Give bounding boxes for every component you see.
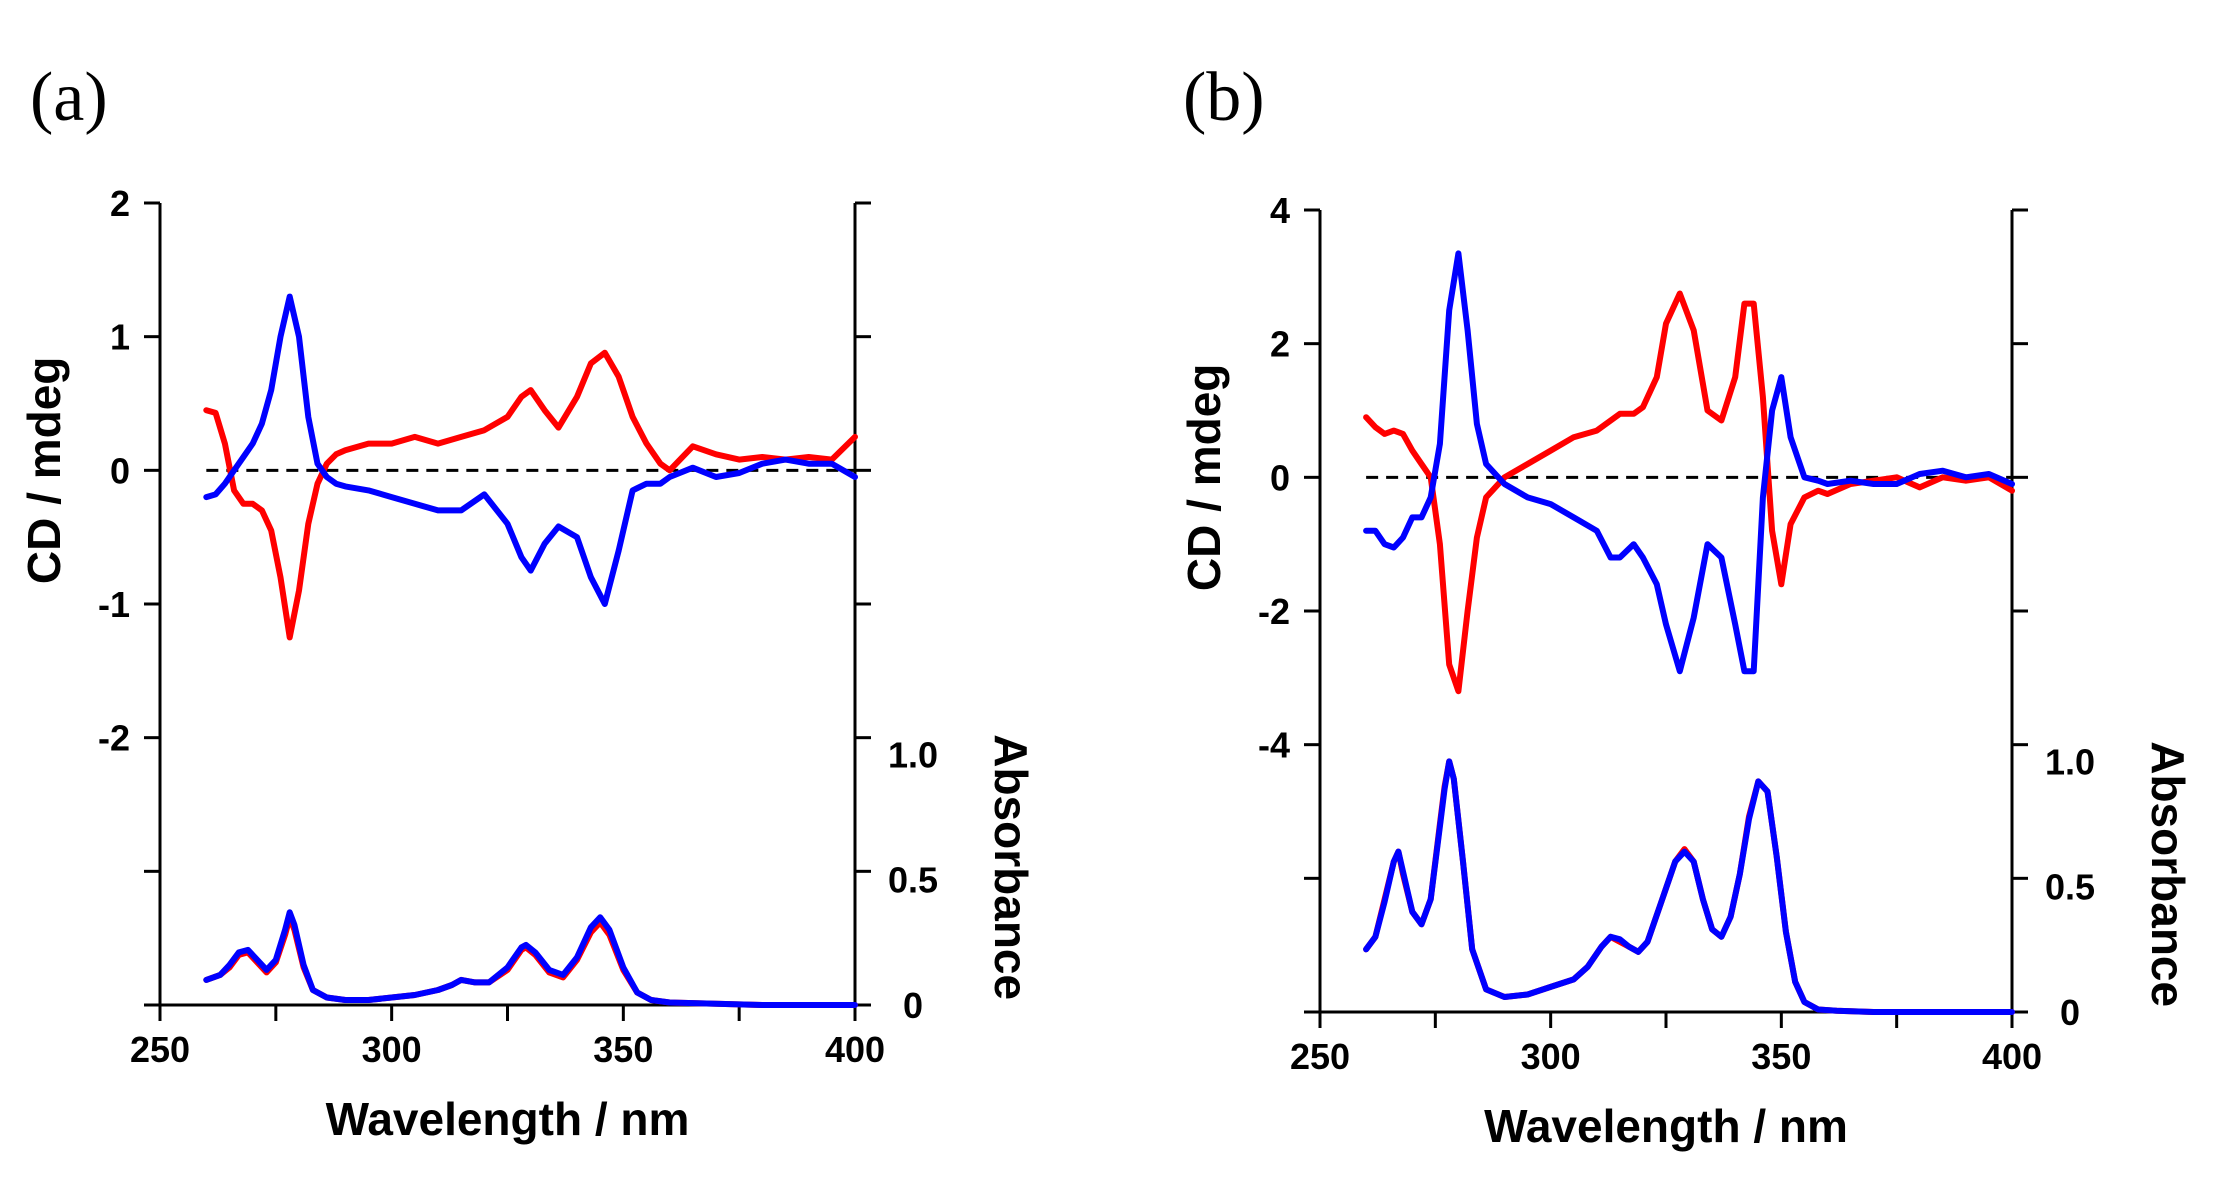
- x-axis-title: Wavelength / nm: [326, 1093, 690, 1145]
- y-axis-title: CD / mdeg: [18, 357, 70, 584]
- y-tick-label: 1: [110, 317, 130, 358]
- panel-label: (b): [1183, 59, 1265, 136]
- cd-line-blue: [203, 293, 858, 607]
- y2-axis-title: Absorbance: [985, 734, 1037, 1000]
- y2-tick-label: 0: [2060, 992, 2080, 1033]
- x-axis-title: Wavelength / nm: [1484, 1100, 1848, 1152]
- y-tick-label: -1: [98, 584, 130, 625]
- x-tick-label: 400: [825, 1029, 885, 1070]
- y2-tick-label: 0: [903, 985, 923, 1026]
- y-tick-label: 2: [1270, 324, 1290, 365]
- cd-line-blue: [1363, 250, 2015, 675]
- x-tick-label: 250: [1290, 1036, 1350, 1077]
- panel-b: (b) 250 300 350 400 4 2 0 -2 -4 1.0 0.5 0 Wavelength …: [1178, 59, 2194, 1152]
- panel-a: (a) 250 300 350 400 2 1 0 -1 -2 1.0 0.5 0 Wavelength …: [18, 59, 1037, 1145]
- y-tick-label: 0: [1270, 457, 1290, 498]
- y-tick-label: 4: [1270, 190, 1290, 231]
- y2-tick-label: 1.0: [888, 734, 938, 775]
- x-tick-label: 400: [1982, 1036, 2042, 1077]
- y-tick-label: -2: [98, 718, 130, 759]
- y2-axis-title: Absorbance: [2142, 741, 2194, 1007]
- x-tick-label: 350: [593, 1029, 653, 1070]
- x-tick-label: 350: [1751, 1036, 1811, 1077]
- y-axis-title: CD / mdeg: [1178, 364, 1230, 591]
- y-tick-label: 2: [110, 183, 130, 224]
- cd-line-red: [1363, 290, 2015, 695]
- panel-label: (a): [30, 59, 108, 136]
- x-tick-label: 300: [362, 1029, 422, 1070]
- cd-line-red: [203, 349, 858, 641]
- absorbance-line-blue: [203, 909, 858, 1008]
- absorbance-line-blue: [1363, 758, 2015, 1015]
- y2-tick-label: 1.0: [2045, 741, 2095, 782]
- y-tick-label: 0: [110, 450, 130, 491]
- y2-tick-label: 0.5: [888, 860, 938, 901]
- y-tick-label: -2: [1258, 591, 1290, 632]
- x-tick-label: 300: [1521, 1036, 1581, 1077]
- x-tick-label: 250: [130, 1029, 190, 1070]
- y2-tick-label: 0.5: [2045, 867, 2095, 908]
- y-tick-label: -4: [1258, 725, 1290, 766]
